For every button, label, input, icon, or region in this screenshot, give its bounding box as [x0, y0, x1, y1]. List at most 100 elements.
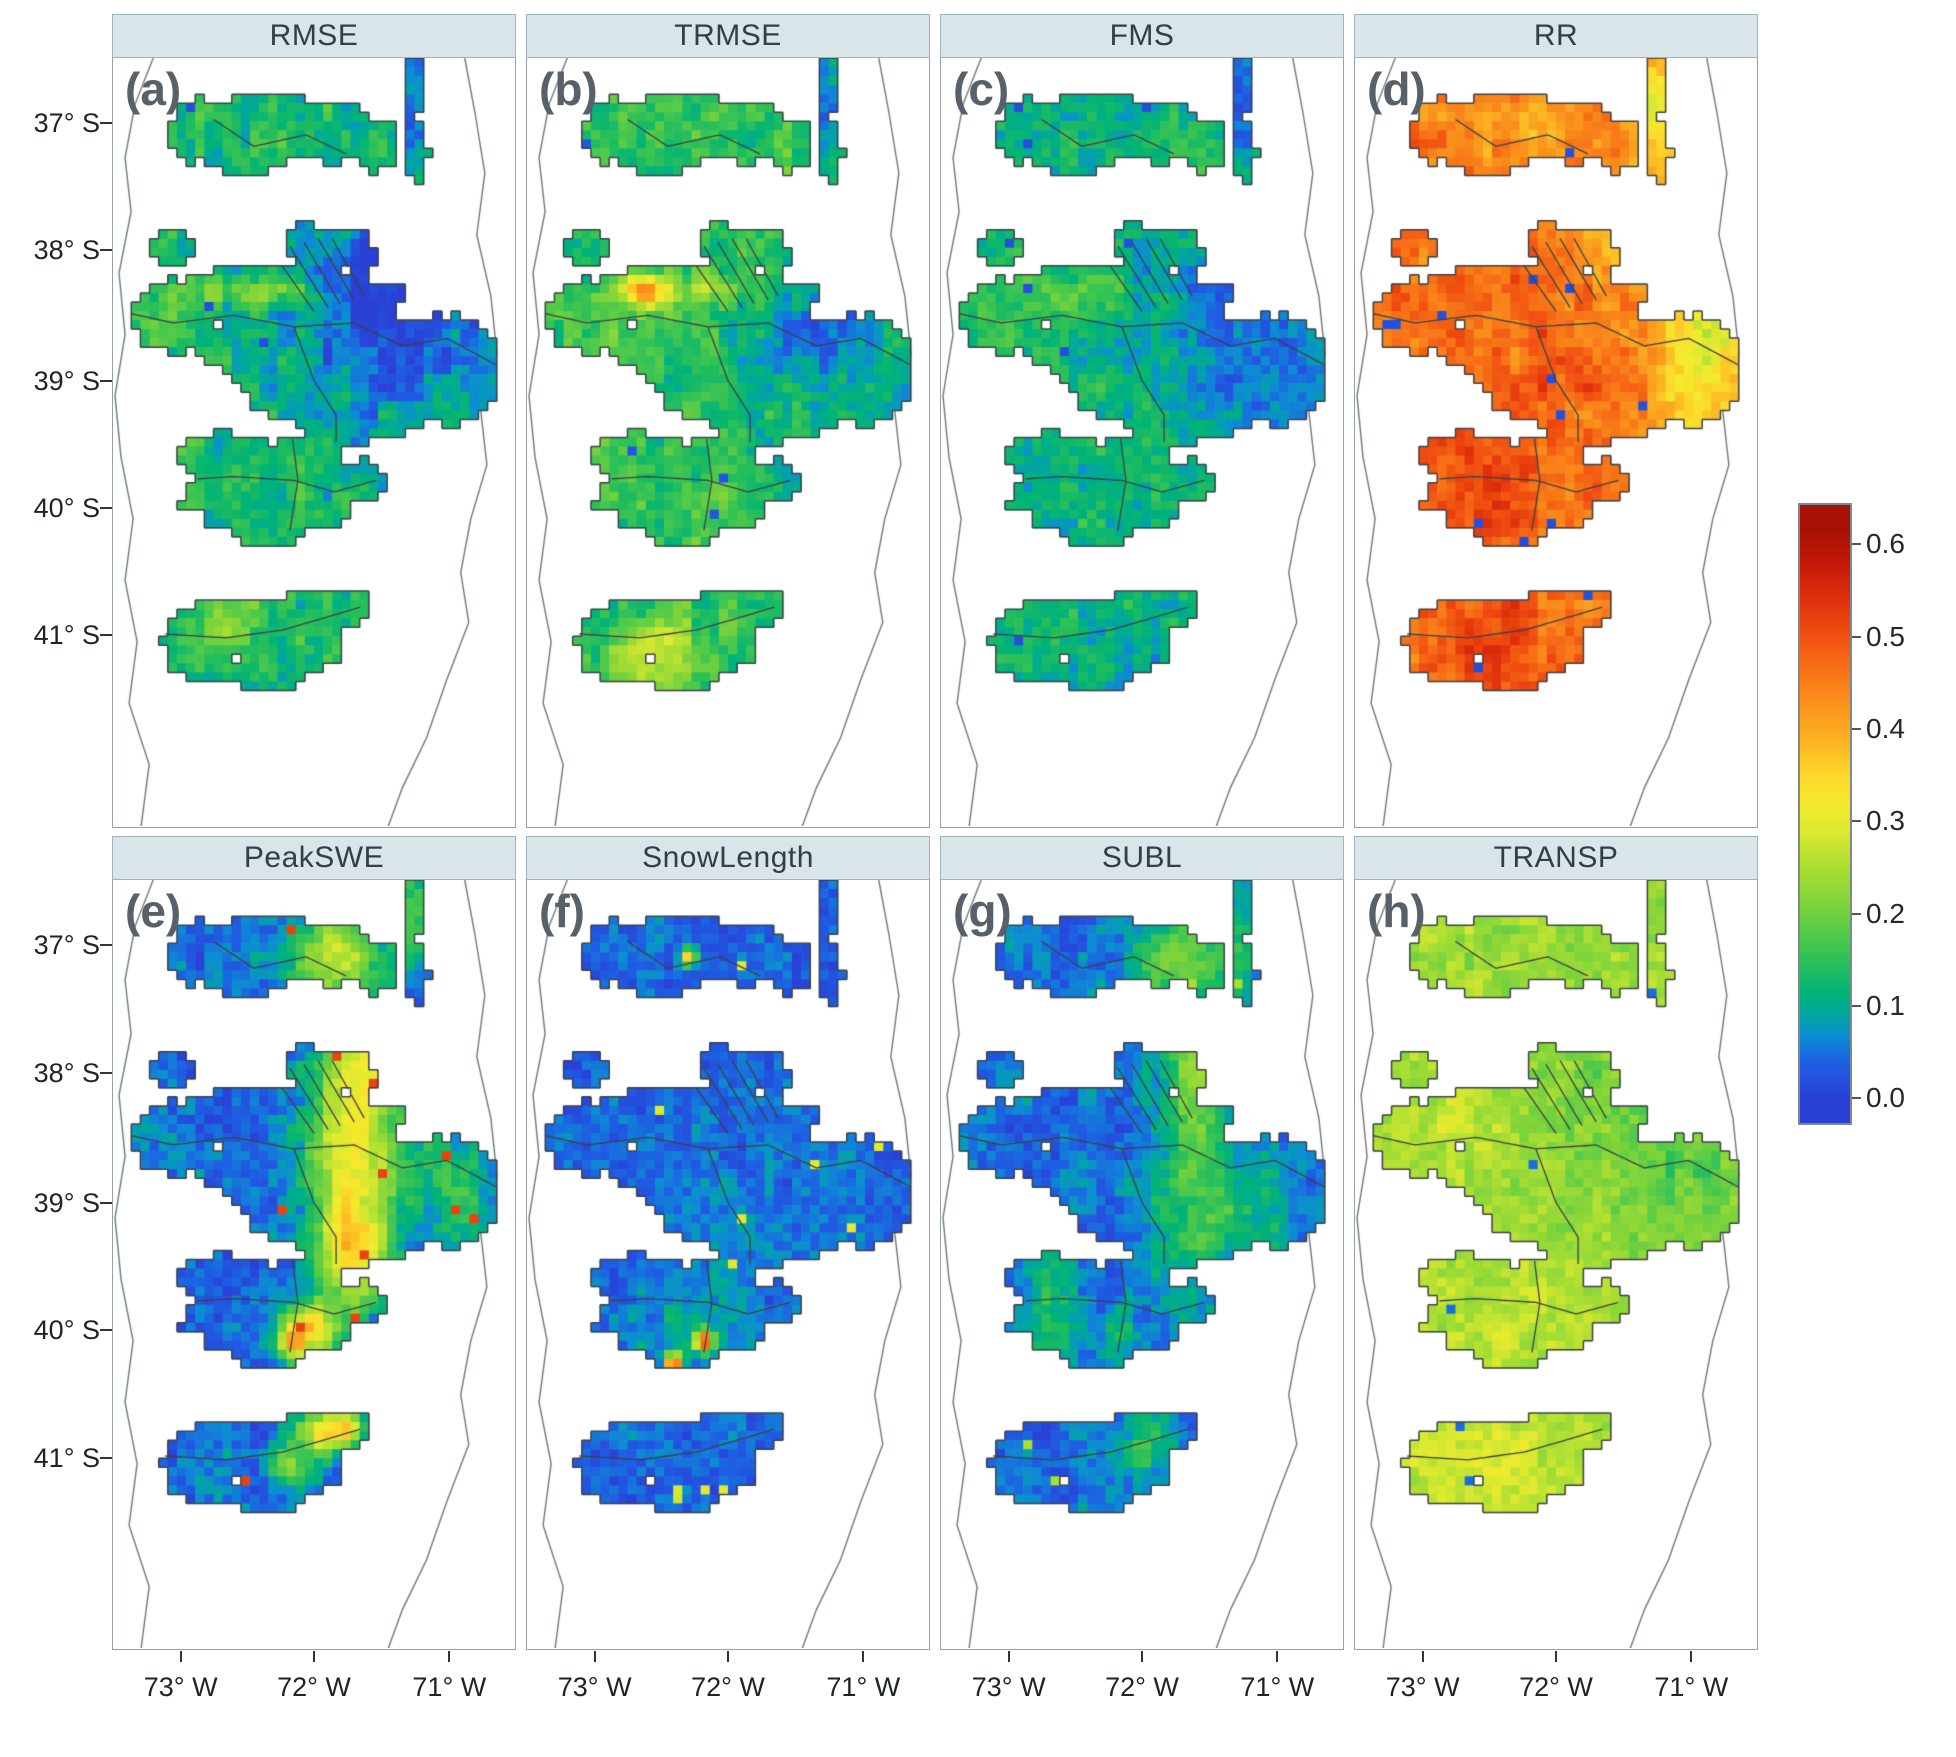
panel-fms: FMS (c) [940, 14, 1344, 828]
colorbar-tick [1852, 1097, 1861, 1099]
panel-letter: (d) [1367, 63, 1426, 115]
panel-letter: (g) [953, 885, 1012, 937]
map-area: (b) [526, 58, 930, 828]
panel-rmse: RMSE (a) [112, 14, 516, 828]
map-canvas-snowlength [527, 880, 929, 1648]
panel-peakswe: PeakSWE (e) [112, 836, 516, 1650]
lat-label: 40° S [33, 1315, 100, 1345]
lon-tick [593, 1651, 596, 1662]
colorbar-tick-label: 0.4 [1866, 713, 1905, 744]
lon-tick [448, 1651, 451, 1662]
panel-header: TRANSP [1354, 836, 1758, 880]
lat-tick [100, 1072, 112, 1074]
colorbar-tick-label: 0.2 [1866, 898, 1905, 929]
map-area: (e) [112, 880, 516, 1650]
colorbar-tick [1852, 543, 1861, 545]
colorbar-tick-label: 0.1 [1866, 990, 1905, 1021]
panel-trmse: TRMSE (b) [526, 14, 930, 828]
map-canvas-fms [941, 58, 1343, 826]
map-canvas-rr [1355, 58, 1757, 826]
lat-tick [100, 1457, 112, 1459]
panel-letter: (c) [953, 63, 1010, 115]
panel-letter: (b) [539, 63, 598, 115]
panel-letter: (h) [1367, 885, 1426, 937]
lon-tick [313, 1651, 315, 1662]
map-canvas-trmse [527, 58, 929, 826]
lon-label: 71° W [826, 1672, 901, 1702]
panel-title: PeakSWE [243, 841, 385, 874]
lon-tick [862, 1651, 865, 1662]
lat-label: 41° S [33, 620, 100, 650]
panel-title: TRANSP [1493, 841, 1619, 874]
lon-label: 72° W [1105, 1672, 1179, 1702]
lon-label: 73° W [1385, 1672, 1460, 1702]
lat-tick [100, 634, 112, 636]
panel-title: FMS [1109, 19, 1175, 52]
lat-tick [100, 1202, 112, 1204]
lat-tick [100, 1329, 112, 1331]
lat-label: 37° S [33, 108, 100, 138]
panel-header: RMSE [112, 14, 516, 58]
lat-tick [100, 122, 112, 124]
panel-subl: SUBL (g) [940, 836, 1344, 1650]
panel-header: PeakSWE [112, 836, 516, 880]
lon-tick [1690, 1651, 1693, 1662]
panel-title: SnowLength [642, 841, 814, 874]
lon-tick [1276, 1651, 1279, 1662]
colorbar-tick-label: 0.3 [1866, 805, 1905, 836]
panel-letter: (a) [125, 63, 182, 115]
lon-tick [1141, 1651, 1143, 1662]
map-canvas-subl [941, 880, 1343, 1648]
map-area: (c) [940, 58, 1344, 828]
panel-title: RR [1533, 19, 1579, 52]
lat-label: 40° S [33, 493, 100, 523]
colorbar: 0.6 0.5 0.4 0.3 0.2 0.1 0.0 [1798, 503, 1948, 1133]
lon-label: 73° W [143, 1672, 218, 1702]
lon-tick [1421, 1651, 1424, 1662]
lat-tick [100, 507, 112, 509]
map-area: (f) [526, 880, 930, 1650]
lat-tick [100, 249, 112, 251]
lat-label: 37° S [33, 930, 100, 960]
lat-label: 39° S [33, 1188, 100, 1218]
colorbar-tick [1852, 913, 1861, 915]
panel-header: SUBL [940, 836, 1344, 880]
colorbar-tick-label: 0.0 [1866, 1082, 1905, 1113]
colorbar-tick-label: 0.5 [1866, 621, 1905, 652]
panel-header: RR [1354, 14, 1758, 58]
panel-rr: RR (d) [1354, 14, 1758, 828]
lon-label: 71° W [412, 1672, 487, 1702]
lon-label: 72° W [1519, 1672, 1593, 1702]
lon-tick [179, 1651, 182, 1662]
colorbar-tick [1852, 728, 1861, 730]
panel-title: RMSE [269, 19, 359, 52]
panel-title: SUBL [1101, 841, 1183, 874]
map-area: (g) [940, 880, 1344, 1650]
map-area: (d) [1354, 58, 1758, 828]
lat-label: 38° S [33, 235, 100, 265]
colorbar-tick [1852, 636, 1861, 638]
colorbar-tick-label: 0.6 [1866, 528, 1905, 559]
panel-snowlength: SnowLength (f) [526, 836, 930, 1650]
lon-label: 71° W [1240, 1672, 1315, 1702]
map-area: (a) [112, 58, 516, 828]
panel-transp: TRANSP (h) [1354, 836, 1758, 1650]
map-canvas-peakswe [113, 880, 515, 1648]
panel-letter: (f) [539, 885, 585, 937]
lat-tick [100, 380, 112, 382]
panel-header: FMS [940, 14, 1344, 58]
panel-letter: (e) [125, 885, 182, 937]
lat-label: 39° S [33, 366, 100, 396]
panel-header: SnowLength [526, 836, 930, 880]
colorbar-tick [1852, 1005, 1861, 1007]
lon-label: 72° W [691, 1672, 765, 1702]
panel-header: TRMSE [526, 14, 930, 58]
map-area: (h) [1354, 880, 1758, 1650]
lon-tick [1007, 1651, 1010, 1662]
lon-tick [1555, 1651, 1557, 1662]
map-canvas-rmse [113, 58, 515, 826]
panel-title: TRMSE [674, 19, 782, 52]
lat-tick [100, 944, 112, 946]
colorbar-tick [1852, 820, 1861, 822]
